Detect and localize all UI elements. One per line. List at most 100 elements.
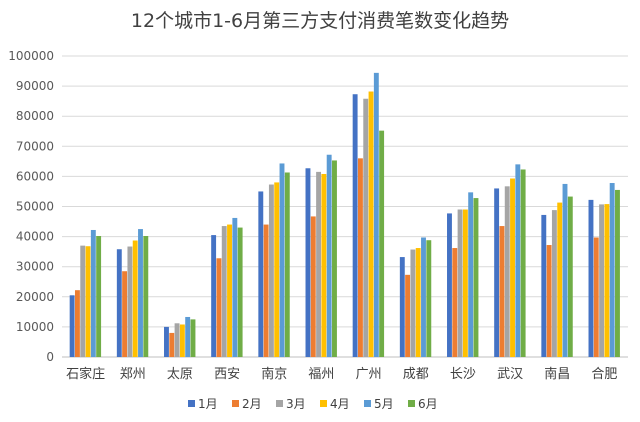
bar (462, 209, 468, 357)
legend-swatch (276, 400, 283, 407)
bar (164, 326, 169, 357)
bar (541, 214, 547, 357)
y-tick-label: 20000 (16, 290, 54, 304)
bar (179, 324, 185, 357)
bar (127, 246, 133, 357)
bar (74, 290, 80, 357)
bar (122, 271, 128, 357)
y-tick-label: 80000 (16, 109, 54, 123)
bar (567, 196, 573, 357)
bar (352, 94, 358, 357)
bar (421, 237, 426, 357)
bar (211, 235, 217, 357)
y-tick-label: 90000 (16, 79, 54, 93)
legend-label: 4月 (330, 397, 350, 411)
bar (279, 163, 285, 357)
legend-label: 1月 (198, 397, 218, 411)
bar (468, 192, 474, 357)
y-tick-label: 70000 (16, 139, 54, 153)
bar (321, 173, 327, 357)
bar (415, 248, 421, 357)
bar (363, 98, 369, 358)
bar (399, 257, 405, 357)
bar (504, 186, 510, 357)
bar (368, 91, 374, 358)
bar (457, 209, 463, 357)
legend-label: 6月 (418, 397, 438, 411)
bar (80, 245, 86, 357)
legend-swatch (408, 400, 415, 407)
x-category-label: 成都 (403, 367, 429, 382)
legend-swatch (188, 400, 195, 407)
x-category-label: 福州 (308, 367, 334, 382)
legend-swatch (364, 400, 371, 407)
bar (357, 158, 363, 357)
bar (116, 249, 122, 357)
y-tick-label: 10000 (16, 320, 54, 334)
bar (515, 164, 521, 357)
x-category-label: 南京 (261, 366, 287, 382)
bar (452, 248, 458, 357)
bar (174, 323, 180, 357)
bar (510, 178, 515, 357)
bar (332, 160, 337, 357)
bar (258, 191, 264, 357)
bar (562, 183, 568, 357)
bar (310, 216, 316, 357)
bar (494, 188, 500, 357)
bar (69, 295, 75, 357)
bar (599, 204, 605, 357)
bar (520, 169, 526, 357)
x-category-label: 郑州 (120, 367, 146, 382)
x-category-label: 合肥 (591, 367, 617, 382)
bar (546, 245, 552, 357)
x-category-label: 太原 (167, 367, 193, 382)
x-category-label: 石家庄 (66, 366, 105, 382)
y-axis-ticks: 0 10000 20000 30000 40000 50000 60000 70000 8000… (8, 49, 54, 364)
bar (143, 236, 149, 357)
bar (326, 154, 332, 357)
bar (138, 229, 143, 357)
bar (373, 72, 379, 358)
bar (232, 217, 238, 357)
grid-lines (62, 55, 628, 358)
x-category-label: 长沙 (450, 367, 476, 382)
bar (185, 316, 191, 357)
bar (263, 224, 269, 357)
bar (190, 319, 196, 358)
x-category-label: 南昌 (544, 366, 570, 382)
bar (227, 224, 232, 357)
bar (473, 198, 479, 357)
bar (221, 226, 227, 357)
bar (96, 236, 102, 357)
bar (593, 237, 599, 357)
bar (284, 172, 290, 357)
bar (316, 171, 322, 357)
bar (379, 130, 385, 357)
bar (85, 246, 91, 357)
bar (410, 249, 416, 357)
bar (426, 240, 432, 357)
bar (447, 213, 452, 357)
legend-label: 3月 (286, 397, 306, 411)
y-tick-label: 40000 (16, 230, 54, 244)
y-tick-label: 100000 (8, 49, 54, 63)
legend-swatch (232, 400, 239, 407)
y-tick-label: 60000 (16, 169, 54, 183)
bar (90, 229, 96, 357)
x-category-label: 武汉 (497, 367, 523, 382)
y-tick-label: 0 (46, 350, 54, 364)
legend-swatch (320, 400, 327, 407)
bar (588, 199, 594, 357)
bar (551, 210, 557, 357)
legend-label: 2月 (242, 397, 262, 411)
bar (557, 202, 563, 357)
x-category-label: 广州 (356, 367, 382, 382)
bar (237, 227, 243, 357)
x-category-label: 西安 (214, 367, 240, 382)
bar (132, 240, 138, 357)
bar (305, 168, 311, 357)
chart-title: 12个城市1-6月第三方支付消费笔数变化趋势 (130, 10, 510, 32)
y-tick-label: 30000 (16, 260, 54, 274)
